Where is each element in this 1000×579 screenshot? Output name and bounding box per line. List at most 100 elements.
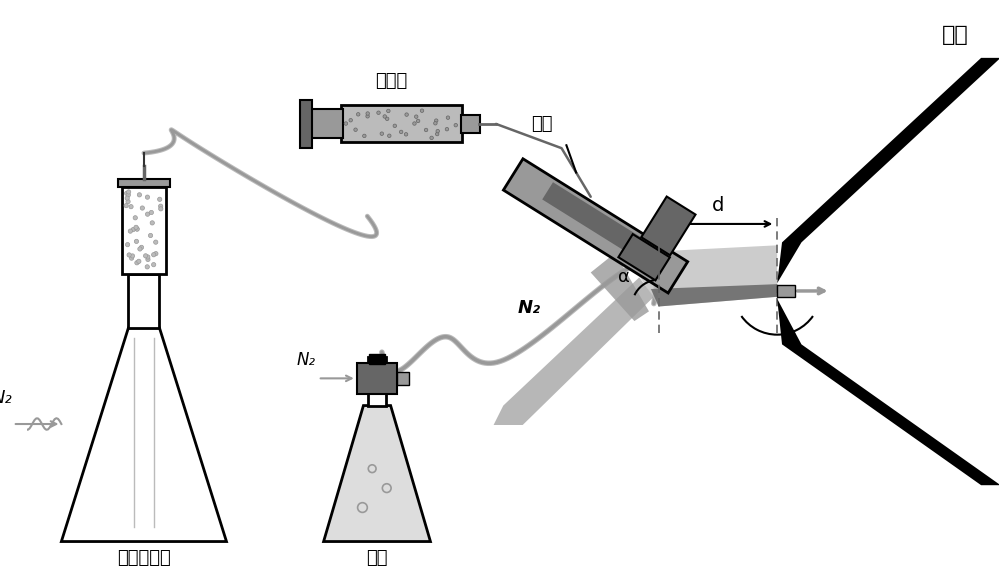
Circle shape bbox=[363, 134, 366, 138]
Circle shape bbox=[137, 193, 142, 197]
Circle shape bbox=[413, 122, 416, 125]
Circle shape bbox=[125, 191, 129, 196]
Circle shape bbox=[125, 196, 129, 200]
Circle shape bbox=[435, 133, 439, 136]
Bar bbox=[357, 363, 397, 394]
Circle shape bbox=[434, 119, 438, 122]
Circle shape bbox=[446, 116, 450, 119]
Circle shape bbox=[124, 203, 128, 208]
Circle shape bbox=[129, 204, 133, 209]
Circle shape bbox=[366, 115, 369, 118]
Polygon shape bbox=[651, 284, 777, 306]
Circle shape bbox=[152, 252, 156, 257]
Circle shape bbox=[134, 225, 138, 229]
Circle shape bbox=[148, 233, 153, 237]
Circle shape bbox=[125, 243, 130, 247]
Circle shape bbox=[385, 117, 389, 120]
Text: 电压: 电压 bbox=[531, 115, 553, 133]
Polygon shape bbox=[61, 328, 226, 541]
Circle shape bbox=[150, 221, 154, 225]
Circle shape bbox=[445, 127, 449, 131]
Circle shape bbox=[127, 190, 131, 194]
Bar bbox=[369, 354, 385, 364]
Bar bbox=[397, 372, 409, 384]
Circle shape bbox=[135, 261, 139, 265]
Circle shape bbox=[154, 251, 158, 256]
Circle shape bbox=[152, 262, 156, 267]
Text: 质谱: 质谱 bbox=[942, 25, 968, 45]
Circle shape bbox=[145, 212, 150, 217]
Text: α: α bbox=[618, 268, 630, 286]
Circle shape bbox=[139, 245, 144, 250]
Circle shape bbox=[380, 132, 384, 135]
Circle shape bbox=[146, 255, 150, 259]
Text: 萃取剂: 萃取剂 bbox=[375, 72, 408, 90]
FancyBboxPatch shape bbox=[461, 115, 480, 133]
Circle shape bbox=[128, 229, 132, 233]
Bar bbox=[128, 274, 159, 328]
Circle shape bbox=[388, 134, 391, 137]
Text: N₂: N₂ bbox=[518, 299, 541, 317]
Circle shape bbox=[377, 111, 380, 115]
Polygon shape bbox=[494, 277, 654, 425]
Circle shape bbox=[145, 265, 149, 269]
Bar bbox=[368, 357, 386, 405]
Circle shape bbox=[159, 204, 163, 208]
Polygon shape bbox=[777, 299, 1000, 485]
Bar bbox=[310, 109, 343, 138]
Circle shape bbox=[145, 195, 150, 199]
Circle shape bbox=[416, 119, 420, 123]
Circle shape bbox=[366, 112, 369, 115]
Circle shape bbox=[344, 122, 348, 125]
Circle shape bbox=[424, 128, 428, 131]
Circle shape bbox=[154, 240, 158, 244]
Text: N₂: N₂ bbox=[296, 351, 315, 369]
Circle shape bbox=[405, 113, 408, 116]
Circle shape bbox=[356, 112, 360, 116]
Circle shape bbox=[149, 210, 153, 215]
Circle shape bbox=[454, 123, 458, 127]
Circle shape bbox=[134, 239, 139, 244]
Bar bbox=[777, 285, 795, 297]
Polygon shape bbox=[503, 159, 688, 293]
Circle shape bbox=[140, 206, 144, 210]
Bar bbox=[341, 105, 462, 142]
Circle shape bbox=[137, 259, 141, 263]
Circle shape bbox=[138, 247, 142, 251]
Circle shape bbox=[135, 227, 139, 231]
Polygon shape bbox=[324, 405, 430, 541]
Circle shape bbox=[349, 119, 352, 122]
Circle shape bbox=[436, 129, 439, 133]
Circle shape bbox=[130, 254, 135, 258]
Circle shape bbox=[129, 256, 134, 261]
Circle shape bbox=[434, 122, 437, 125]
Circle shape bbox=[143, 254, 148, 258]
Circle shape bbox=[159, 207, 163, 211]
Bar bbox=[122, 187, 166, 274]
Circle shape bbox=[430, 136, 433, 140]
Circle shape bbox=[354, 128, 357, 131]
Polygon shape bbox=[641, 196, 696, 255]
Polygon shape bbox=[591, 253, 649, 321]
Circle shape bbox=[146, 257, 150, 262]
Circle shape bbox=[383, 115, 386, 118]
Circle shape bbox=[387, 109, 390, 113]
Polygon shape bbox=[618, 234, 670, 280]
Polygon shape bbox=[777, 58, 1000, 283]
Circle shape bbox=[126, 199, 130, 204]
Text: 中性解吸剂: 中性解吸剂 bbox=[117, 549, 171, 567]
Text: d: d bbox=[712, 196, 724, 215]
Circle shape bbox=[135, 226, 139, 231]
Circle shape bbox=[131, 228, 135, 232]
Circle shape bbox=[399, 130, 403, 134]
Bar bbox=[118, 179, 170, 187]
Text: β: β bbox=[785, 331, 796, 349]
Circle shape bbox=[414, 115, 418, 118]
Polygon shape bbox=[542, 182, 668, 272]
Bar bbox=[300, 100, 312, 148]
Text: N₂: N₂ bbox=[0, 389, 12, 406]
Circle shape bbox=[404, 133, 408, 136]
Circle shape bbox=[420, 109, 424, 112]
Polygon shape bbox=[625, 245, 777, 306]
Circle shape bbox=[127, 253, 131, 257]
